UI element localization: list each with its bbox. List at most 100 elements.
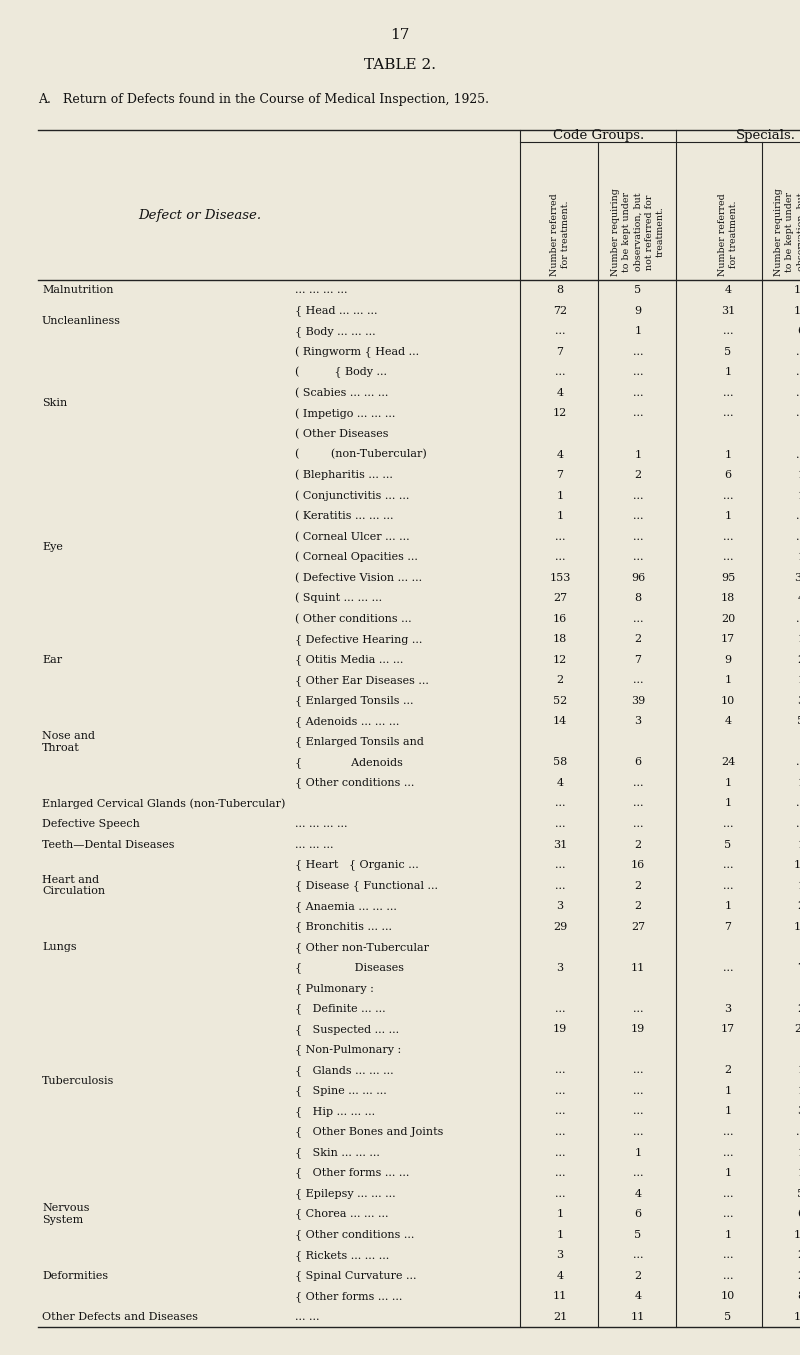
Text: ...: ... bbox=[796, 531, 800, 542]
Text: {   Spine ... ... ...: { Spine ... ... ... bbox=[295, 1085, 386, 1096]
Text: 72: 72 bbox=[553, 306, 567, 316]
Text: 13: 13 bbox=[794, 1312, 800, 1321]
Text: 1: 1 bbox=[798, 1148, 800, 1157]
Text: 1: 1 bbox=[798, 1085, 800, 1096]
Text: 9: 9 bbox=[725, 654, 731, 665]
Text: ...: ... bbox=[633, 367, 643, 378]
Text: 1: 1 bbox=[725, 450, 731, 459]
Text: 27: 27 bbox=[631, 921, 645, 932]
Text: ( Impetigo ... ... ...: ( Impetigo ... ... ... bbox=[295, 408, 395, 419]
Text: 7: 7 bbox=[725, 921, 731, 932]
Text: 1: 1 bbox=[557, 511, 563, 522]
Text: 1: 1 bbox=[798, 551, 800, 562]
Text: 4: 4 bbox=[798, 593, 800, 603]
Text: 2: 2 bbox=[798, 901, 800, 911]
Text: 5: 5 bbox=[634, 286, 642, 295]
Text: { Other conditions ...: { Other conditions ... bbox=[295, 1229, 414, 1240]
Text: {               Diseases: { Diseases bbox=[295, 962, 404, 973]
Text: 1: 1 bbox=[725, 778, 731, 789]
Text: Teeth—Dental Diseases: Teeth—Dental Diseases bbox=[42, 840, 174, 850]
Text: 2: 2 bbox=[634, 881, 642, 890]
Text: ...: ... bbox=[554, 1168, 566, 1177]
Text: 1: 1 bbox=[725, 901, 731, 911]
Text: ( Defective Vision ... ...: ( Defective Vision ... ... bbox=[295, 573, 422, 583]
Text: ...: ... bbox=[796, 388, 800, 398]
Text: 2: 2 bbox=[725, 1065, 731, 1076]
Text: 3: 3 bbox=[634, 717, 642, 726]
Text: 95: 95 bbox=[721, 573, 735, 583]
Text: 2: 2 bbox=[634, 634, 642, 644]
Text: 1: 1 bbox=[725, 511, 731, 522]
Text: ...: ... bbox=[554, 1148, 566, 1157]
Text: 11: 11 bbox=[631, 963, 645, 973]
Text: ...: ... bbox=[554, 881, 566, 890]
Text: { Body ... ... ...: { Body ... ... ... bbox=[295, 327, 376, 336]
Text: ...: ... bbox=[554, 1127, 566, 1137]
Text: ...: ... bbox=[633, 818, 643, 829]
Text: ...: ... bbox=[796, 614, 800, 623]
Text: 7: 7 bbox=[557, 347, 563, 356]
Text: 2: 2 bbox=[798, 1251, 800, 1260]
Text: 14: 14 bbox=[794, 860, 800, 870]
Text: ...: ... bbox=[722, 388, 734, 398]
Text: 4: 4 bbox=[725, 286, 731, 295]
Text: 4: 4 bbox=[634, 1188, 642, 1199]
Text: { Enlarged Tonsils ...: { Enlarged Tonsils ... bbox=[295, 695, 414, 706]
Text: ...: ... bbox=[633, 1065, 643, 1076]
Text: { Head ... ... ...: { Head ... ... ... bbox=[295, 305, 378, 316]
Text: 31: 31 bbox=[721, 306, 735, 316]
Text: { Other conditions ...: { Other conditions ... bbox=[295, 778, 414, 789]
Text: ...: ... bbox=[796, 450, 800, 459]
Text: ( Squint ... ... ...: ( Squint ... ... ... bbox=[295, 593, 382, 603]
Text: Defective Speech: Defective Speech bbox=[42, 818, 140, 829]
Text: ...: ... bbox=[633, 614, 643, 623]
Text: 2: 2 bbox=[634, 840, 642, 850]
Text: ...: ... bbox=[633, 511, 643, 522]
Text: ...: ... bbox=[633, 1168, 643, 1177]
Text: ...: ... bbox=[796, 757, 800, 767]
Text: ...: ... bbox=[554, 1065, 566, 1076]
Text: Number referred
for treatment.: Number referred for treatment. bbox=[550, 194, 570, 276]
Text: 1: 1 bbox=[798, 675, 800, 686]
Text: ...: ... bbox=[633, 1127, 643, 1137]
Text: {   Glands ... ... ...: { Glands ... ... ... bbox=[295, 1065, 394, 1076]
Text: Uncleanliness: Uncleanliness bbox=[42, 316, 121, 327]
Text: Eye: Eye bbox=[42, 542, 63, 551]
Text: 17: 17 bbox=[721, 634, 735, 644]
Text: ...: ... bbox=[796, 798, 800, 809]
Text: ( Corneal Ulcer ... ...: ( Corneal Ulcer ... ... bbox=[295, 531, 410, 542]
Text: 2: 2 bbox=[798, 1004, 800, 1014]
Text: 19: 19 bbox=[794, 921, 800, 932]
Text: 1: 1 bbox=[798, 1065, 800, 1076]
Text: ...: ... bbox=[722, 1271, 734, 1280]
Text: ...: ... bbox=[554, 327, 566, 336]
Text: Malnutrition: Malnutrition bbox=[42, 286, 114, 295]
Text: {   Hip ... ... ...: { Hip ... ... ... bbox=[295, 1106, 375, 1117]
Text: {   Suspected ... ...: { Suspected ... ... bbox=[295, 1024, 399, 1035]
Text: { Other forms ... ...: { Other forms ... ... bbox=[295, 1291, 402, 1302]
Text: ( Conjunctivitis ... ...: ( Conjunctivitis ... ... bbox=[295, 491, 410, 501]
Text: 1: 1 bbox=[725, 1168, 731, 1177]
Text: ...: ... bbox=[722, 1127, 734, 1137]
Text: { Chorea ... ... ...: { Chorea ... ... ... bbox=[295, 1209, 389, 1220]
Text: ...: ... bbox=[722, 1188, 734, 1199]
Text: 1: 1 bbox=[798, 881, 800, 890]
Text: Number requiring
to be kept under
observation, but
not referred for
treatment.: Number requiring to be kept under observ… bbox=[774, 188, 800, 276]
Text: 1: 1 bbox=[798, 778, 800, 789]
Text: (         (non-Tubercular): ( (non-Tubercular) bbox=[295, 450, 426, 459]
Text: ... ... ... ...: ... ... ... ... bbox=[295, 818, 347, 829]
Text: ...: ... bbox=[554, 367, 566, 378]
Text: ( Corneal Opacities ...: ( Corneal Opacities ... bbox=[295, 551, 418, 562]
Text: 18: 18 bbox=[553, 634, 567, 644]
Text: Skin: Skin bbox=[42, 398, 67, 408]
Text: ...: ... bbox=[633, 531, 643, 542]
Text: 3: 3 bbox=[798, 1107, 800, 1117]
Text: ... ... ... ...: ... ... ... ... bbox=[295, 286, 347, 295]
Text: ( Blepharitis ... ...: ( Blepharitis ... ... bbox=[295, 470, 393, 480]
Text: Nose and
Throat: Nose and Throat bbox=[42, 732, 95, 753]
Text: A.   Return of Defects found in the Course of Medical Inspection, 1925.: A. Return of Defects found in the Course… bbox=[38, 93, 489, 107]
Text: Number referred
for treatment.: Number referred for treatment. bbox=[718, 194, 738, 276]
Text: ( Other conditions ...: ( Other conditions ... bbox=[295, 614, 412, 623]
Text: { Adenoids ... ... ...: { Adenoids ... ... ... bbox=[295, 715, 399, 726]
Text: 1: 1 bbox=[798, 634, 800, 644]
